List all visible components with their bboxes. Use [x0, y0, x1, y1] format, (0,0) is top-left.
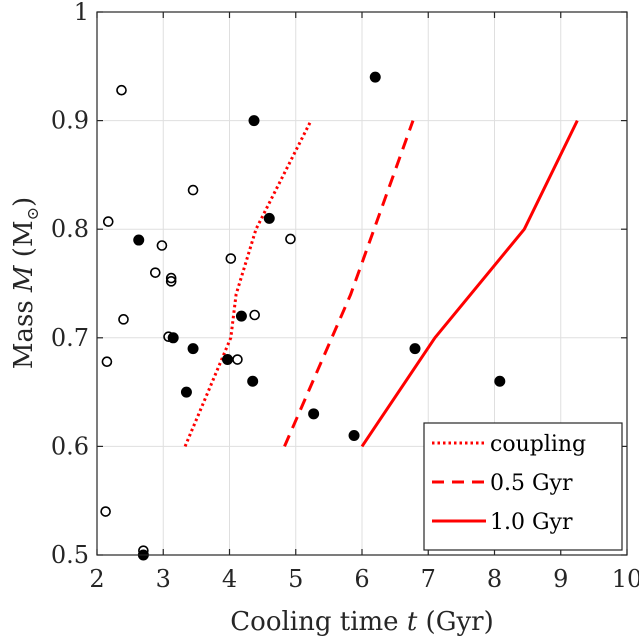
- series-line-solid: [360, 119, 579, 448]
- open-data-point: [156, 240, 168, 251]
- legend-label: 0.5 Gyr: [490, 471, 573, 496]
- x-tick-label: 6: [354, 565, 369, 593]
- y-tick-label: 0.5: [51, 541, 89, 569]
- data-points: [100, 71, 506, 561]
- open-data-point: [285, 233, 296, 245]
- open-data-point: [249, 309, 260, 321]
- filled-data-point: [263, 212, 275, 224]
- x-tick-label: 10: [612, 565, 639, 593]
- open-data-point: [165, 276, 177, 287]
- filled-data-point: [167, 332, 179, 344]
- filled-data-point: [348, 430, 360, 442]
- x-tick-label: 9: [553, 565, 568, 593]
- y-tick-label: 1: [74, 0, 89, 26]
- filled-data-point: [247, 375, 259, 387]
- x-tick-label: 4: [222, 565, 237, 593]
- legend-label: coupling: [490, 432, 586, 457]
- x-axis-label: Cooling time t (Gyr): [230, 607, 493, 637]
- open-data-point: [118, 314, 129, 325]
- open-data-point: [102, 216, 114, 227]
- y-tick-label: 0.7: [51, 324, 89, 352]
- filled-data-point: [235, 310, 247, 322]
- y-tick-label: 0.6: [51, 432, 89, 460]
- open-data-point: [187, 184, 199, 196]
- model-lines: [183, 119, 579, 448]
- legend-label: 1.0 Gyr: [490, 510, 573, 535]
- open-data-point: [101, 356, 113, 367]
- filled-data-point: [248, 115, 260, 127]
- open-data-point: [225, 253, 237, 264]
- open-data-point: [165, 272, 177, 284]
- open-data-point: [100, 506, 111, 517]
- legend: coupling 0.5 Gyr 1.0 Gyr: [423, 422, 623, 551]
- filled-data-point: [133, 234, 145, 246]
- open-data-point: [150, 267, 161, 278]
- filled-data-point: [180, 386, 192, 398]
- x-tick-label: 3: [156, 565, 171, 593]
- x-tick-label: 5: [288, 565, 303, 593]
- x-tick-label: 7: [421, 565, 436, 593]
- filled-data-point: [494, 375, 506, 387]
- y-axis-label: Mass M (M⊙): [9, 197, 42, 369]
- filled-data-point: [187, 343, 199, 355]
- y-tick-label: 0.9: [51, 107, 89, 135]
- x-tick-label: 8: [487, 565, 502, 593]
- axis-ticks: 2 3 4 5 6 7 8 9 10 0.5 0.6 0.7 0.8 0.9 1: [51, 0, 639, 593]
- legend-box: [423, 422, 623, 551]
- open-data-point: [116, 84, 127, 96]
- filled-data-point: [222, 354, 234, 366]
- x-tick-label: 2: [89, 565, 104, 593]
- series-line-dotted: [183, 119, 313, 447]
- series-line-dashed: [283, 120, 415, 447]
- open-data-point: [232, 354, 243, 365]
- y-tick-label: 0.8: [51, 215, 89, 243]
- filled-data-point: [308, 408, 320, 420]
- filled-data-point: [409, 343, 421, 355]
- filled-data-point: [369, 71, 381, 83]
